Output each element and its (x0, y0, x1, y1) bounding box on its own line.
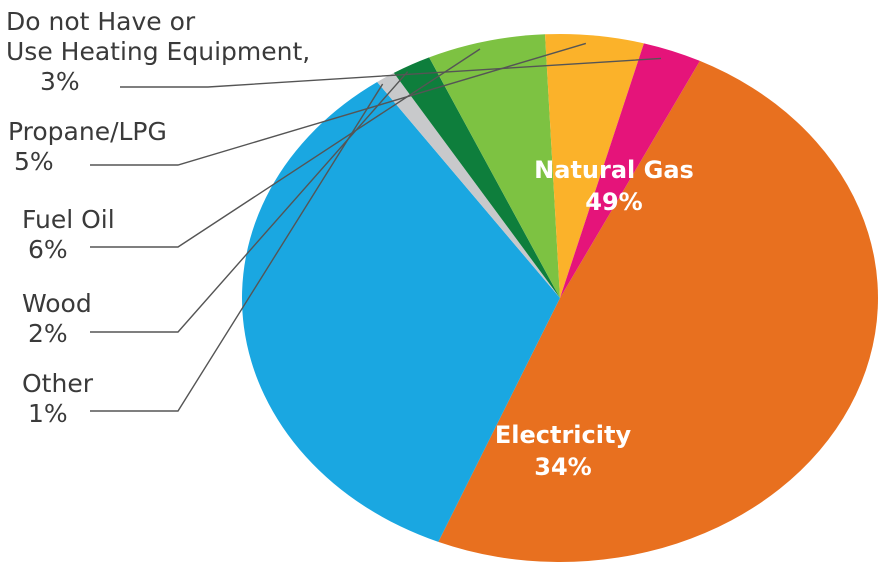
pie-slices (242, 34, 878, 562)
slice-label-do-not-have-or-use-heating-equipment-line-2: Use Heating Equipment, (6, 37, 310, 66)
slice-label-other: Other (22, 369, 94, 398)
slice-value-do-not-have-or-use-heating-equipment: 3% (40, 67, 80, 96)
slice-label-do-not-have-or-use-heating-equipment-line-1: Do not Have or (6, 7, 196, 36)
leader-line-do-not-have-or-use-heating-equipment (120, 57, 662, 88)
leader-line-fuel-oil (90, 48, 481, 248)
slice-wood (393, 57, 560, 299)
slice-electricity (242, 82, 560, 542)
leader-lines (90, 42, 662, 412)
leader-line-other (90, 83, 384, 412)
slice-fuel-oil (429, 34, 560, 299)
slice-value-wood: 2% (28, 319, 68, 348)
slice-label-natural-gas: Natural Gas (534, 156, 694, 184)
slice-value-propane-lpg: 5% (14, 147, 54, 176)
slice-value-fuel-oil: 6% (28, 235, 68, 264)
slice-value-electricity: 34% (534, 453, 591, 481)
leader-line-propane-lpg (90, 42, 587, 166)
slice-propane-lpg (545, 34, 644, 298)
leader-line-wood (90, 71, 409, 333)
slice-label-fuel-oil: Fuel Oil (22, 205, 115, 234)
slice-label-propane-lpg: Propane/LPG (8, 117, 167, 146)
slice-natural-gas (438, 60, 878, 562)
slice-value-natural-gas: 49% (585, 188, 642, 216)
slice-value-other: 1% (28, 399, 68, 428)
slice-label-electricity: Electricity (495, 421, 632, 449)
slice-do-not-have-or-use-heating-equipment (560, 43, 700, 298)
slice-label-wood: Wood (22, 289, 92, 318)
slice-other (377, 72, 560, 298)
